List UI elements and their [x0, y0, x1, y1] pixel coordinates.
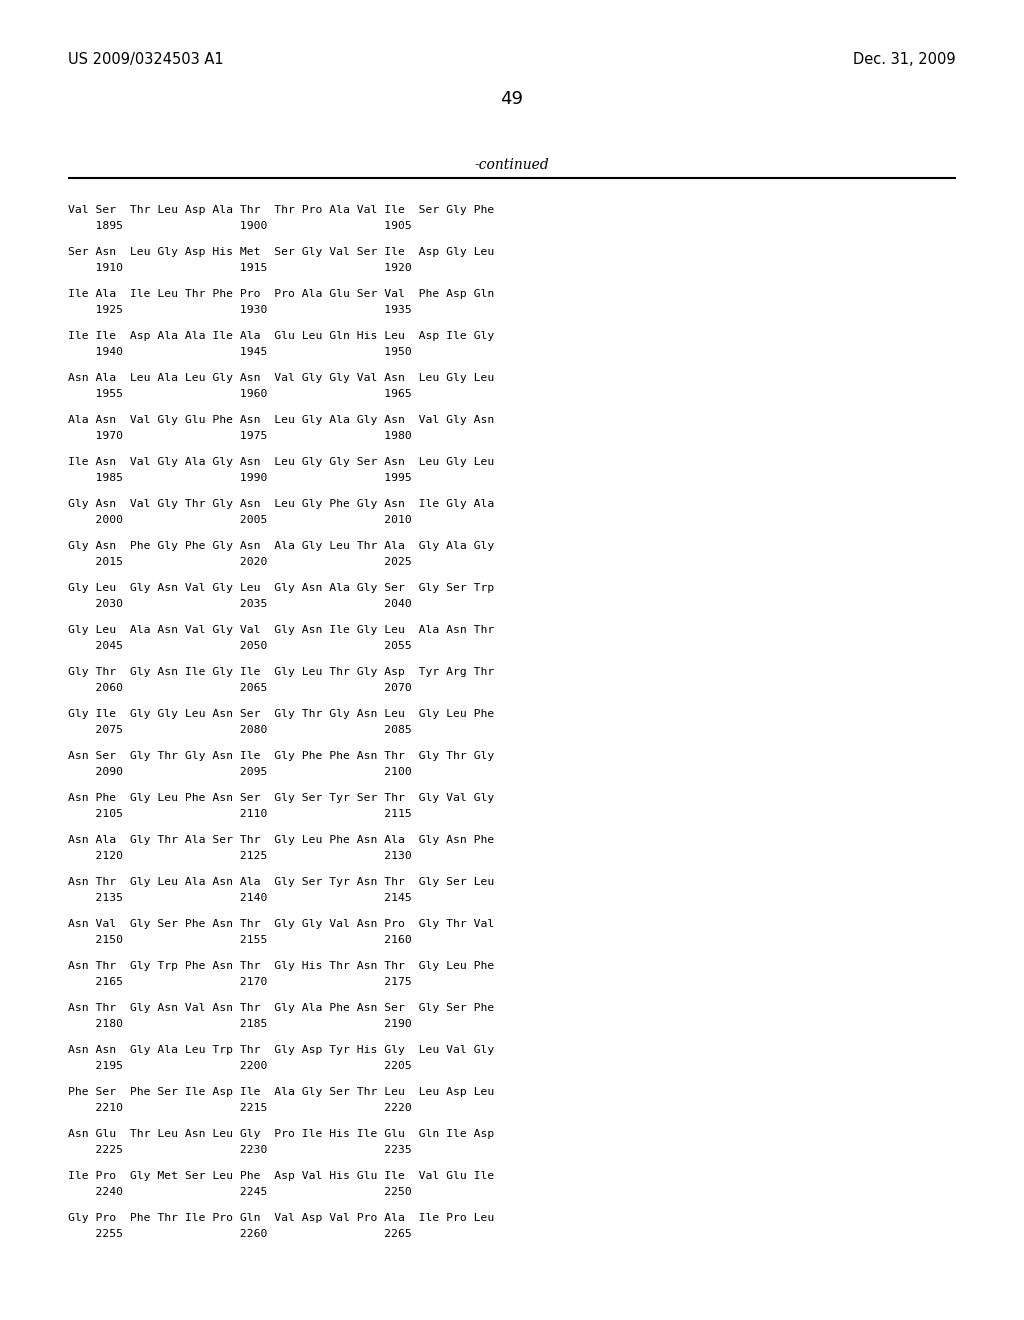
Text: 2120                 2125                 2130: 2120 2125 2130 — [68, 851, 412, 861]
Text: Asn Thr  Gly Leu Ala Asn Ala  Gly Ser Tyr Asn Thr  Gly Ser Leu: Asn Thr Gly Leu Ala Asn Ala Gly Ser Tyr … — [68, 876, 495, 887]
Text: 1925                 1930                 1935: 1925 1930 1935 — [68, 305, 412, 315]
Text: 1940                 1945                 1950: 1940 1945 1950 — [68, 347, 412, 356]
Text: 2150                 2155                 2160: 2150 2155 2160 — [68, 935, 412, 945]
Text: 2195                 2200                 2205: 2195 2200 2205 — [68, 1061, 412, 1071]
Text: 2255                 2260                 2265: 2255 2260 2265 — [68, 1229, 412, 1239]
Text: 1910                 1915                 1920: 1910 1915 1920 — [68, 263, 412, 273]
Text: US 2009/0324503 A1: US 2009/0324503 A1 — [68, 51, 223, 67]
Text: Asn Glu  Thr Leu Asn Leu Gly  Pro Ile His Ile Glu  Gln Ile Asp: Asn Glu Thr Leu Asn Leu Gly Pro Ile His … — [68, 1129, 495, 1139]
Text: Gly Leu  Ala Asn Val Gly Val  Gly Asn Ile Gly Leu  Ala Asn Thr: Gly Leu Ala Asn Val Gly Val Gly Asn Ile … — [68, 624, 495, 635]
Text: 1895                 1900                 1905: 1895 1900 1905 — [68, 220, 412, 231]
Text: Dec. 31, 2009: Dec. 31, 2009 — [853, 51, 956, 67]
Text: 2060                 2065                 2070: 2060 2065 2070 — [68, 682, 412, 693]
Text: 2000                 2005                 2010: 2000 2005 2010 — [68, 515, 412, 525]
Text: 2105                 2110                 2115: 2105 2110 2115 — [68, 809, 412, 818]
Text: Val Ser  Thr Leu Asp Ala Thr  Thr Pro Ala Val Ile  Ser Gly Phe: Val Ser Thr Leu Asp Ala Thr Thr Pro Ala … — [68, 205, 495, 215]
Text: Asn Thr  Gly Asn Val Asn Thr  Gly Ala Phe Asn Ser  Gly Ser Phe: Asn Thr Gly Asn Val Asn Thr Gly Ala Phe … — [68, 1003, 495, 1012]
Text: 49: 49 — [501, 90, 523, 108]
Text: Asn Ser  Gly Thr Gly Asn Ile  Gly Phe Phe Asn Thr  Gly Thr Gly: Asn Ser Gly Thr Gly Asn Ile Gly Phe Phe … — [68, 751, 495, 762]
Text: Ile Ala  Ile Leu Thr Phe Pro  Pro Ala Glu Ser Val  Phe Asp Gln: Ile Ala Ile Leu Thr Phe Pro Pro Ala Glu … — [68, 289, 495, 300]
Text: Ser Asn  Leu Gly Asp His Met  Ser Gly Val Ser Ile  Asp Gly Leu: Ser Asn Leu Gly Asp His Met Ser Gly Val … — [68, 247, 495, 257]
Text: 2015                 2020                 2025: 2015 2020 2025 — [68, 557, 412, 568]
Text: -continued: -continued — [475, 158, 549, 172]
Text: Asn Ala  Leu Ala Leu Gly Asn  Val Gly Gly Val Asn  Leu Gly Leu: Asn Ala Leu Ala Leu Gly Asn Val Gly Gly … — [68, 374, 495, 383]
Text: Asn Asn  Gly Ala Leu Trp Thr  Gly Asp Tyr His Gly  Leu Val Gly: Asn Asn Gly Ala Leu Trp Thr Gly Asp Tyr … — [68, 1045, 495, 1055]
Text: Gly Thr  Gly Asn Ile Gly Ile  Gly Leu Thr Gly Asp  Tyr Arg Thr: Gly Thr Gly Asn Ile Gly Ile Gly Leu Thr … — [68, 667, 495, 677]
Text: Ile Asn  Val Gly Ala Gly Asn  Leu Gly Gly Ser Asn  Leu Gly Leu: Ile Asn Val Gly Ala Gly Asn Leu Gly Gly … — [68, 457, 495, 467]
Text: 2030                 2035                 2040: 2030 2035 2040 — [68, 599, 412, 609]
Text: Gly Ile  Gly Gly Leu Asn Ser  Gly Thr Gly Asn Leu  Gly Leu Phe: Gly Ile Gly Gly Leu Asn Ser Gly Thr Gly … — [68, 709, 495, 719]
Text: Asn Ala  Gly Thr Ala Ser Thr  Gly Leu Phe Asn Ala  Gly Asn Phe: Asn Ala Gly Thr Ala Ser Thr Gly Leu Phe … — [68, 836, 495, 845]
Text: 2135                 2140                 2145: 2135 2140 2145 — [68, 894, 412, 903]
Text: Ile Pro  Gly Met Ser Leu Phe  Asp Val His Glu Ile  Val Glu Ile: Ile Pro Gly Met Ser Leu Phe Asp Val His … — [68, 1171, 495, 1181]
Text: Gly Asn  Phe Gly Phe Gly Asn  Ala Gly Leu Thr Ala  Gly Ala Gly: Gly Asn Phe Gly Phe Gly Asn Ala Gly Leu … — [68, 541, 495, 550]
Text: 2180                 2185                 2190: 2180 2185 2190 — [68, 1019, 412, 1030]
Text: Gly Pro  Phe Thr Ile Pro Gln  Val Asp Val Pro Ala  Ile Pro Leu: Gly Pro Phe Thr Ile Pro Gln Val Asp Val … — [68, 1213, 495, 1224]
Text: Gly Leu  Gly Asn Val Gly Leu  Gly Asn Ala Gly Ser  Gly Ser Trp: Gly Leu Gly Asn Val Gly Leu Gly Asn Ala … — [68, 583, 495, 593]
Text: Asn Thr  Gly Trp Phe Asn Thr  Gly His Thr Asn Thr  Gly Leu Phe: Asn Thr Gly Trp Phe Asn Thr Gly His Thr … — [68, 961, 495, 972]
Text: Asn Phe  Gly Leu Phe Asn Ser  Gly Ser Tyr Ser Thr  Gly Val Gly: Asn Phe Gly Leu Phe Asn Ser Gly Ser Tyr … — [68, 793, 495, 803]
Text: 2210                 2215                 2220: 2210 2215 2220 — [68, 1104, 412, 1113]
Text: 2045                 2050                 2055: 2045 2050 2055 — [68, 642, 412, 651]
Text: Asn Val  Gly Ser Phe Asn Thr  Gly Gly Val Asn Pro  Gly Thr Val: Asn Val Gly Ser Phe Asn Thr Gly Gly Val … — [68, 919, 495, 929]
Text: Phe Ser  Phe Ser Ile Asp Ile  Ala Gly Ser Thr Leu  Leu Asp Leu: Phe Ser Phe Ser Ile Asp Ile Ala Gly Ser … — [68, 1086, 495, 1097]
Text: 2075                 2080                 2085: 2075 2080 2085 — [68, 725, 412, 735]
Text: 2090                 2095                 2100: 2090 2095 2100 — [68, 767, 412, 777]
Text: 2165                 2170                 2175: 2165 2170 2175 — [68, 977, 412, 987]
Text: Ala Asn  Val Gly Glu Phe Asn  Leu Gly Ala Gly Asn  Val Gly Asn: Ala Asn Val Gly Glu Phe Asn Leu Gly Ala … — [68, 414, 495, 425]
Text: 2240                 2245                 2250: 2240 2245 2250 — [68, 1187, 412, 1197]
Text: 1955                 1960                 1965: 1955 1960 1965 — [68, 389, 412, 399]
Text: Gly Asn  Val Gly Thr Gly Asn  Leu Gly Phe Gly Asn  Ile Gly Ala: Gly Asn Val Gly Thr Gly Asn Leu Gly Phe … — [68, 499, 495, 510]
Text: 1985                 1990                 1995: 1985 1990 1995 — [68, 473, 412, 483]
Text: Ile Ile  Asp Ala Ala Ile Ala  Glu Leu Gln His Leu  Asp Ile Gly: Ile Ile Asp Ala Ala Ile Ala Glu Leu Gln … — [68, 331, 495, 341]
Text: 2225                 2230                 2235: 2225 2230 2235 — [68, 1144, 412, 1155]
Text: 1970                 1975                 1980: 1970 1975 1980 — [68, 432, 412, 441]
